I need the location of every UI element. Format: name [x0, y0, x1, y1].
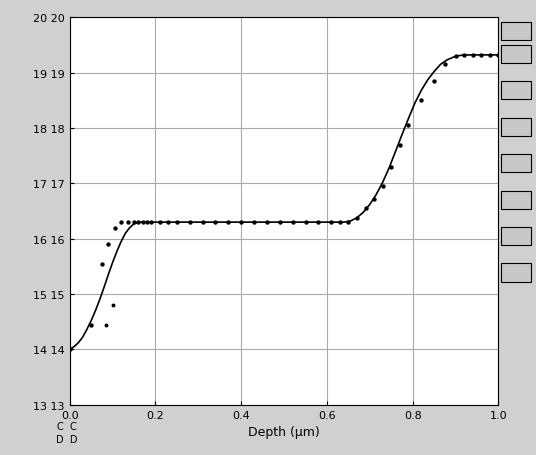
Point [108, 302, 117, 309]
Point [387, 164, 396, 171]
Point [314, 219, 323, 226]
Point [336, 219, 344, 226]
Point [65, 346, 74, 354]
Point [460, 52, 468, 60]
Point [117, 219, 125, 226]
Point [404, 122, 413, 130]
Point [123, 219, 132, 226]
Point [327, 219, 336, 226]
Point [102, 321, 110, 329]
Point [110, 224, 119, 232]
Text: C  C: C C [57, 421, 77, 431]
Point [164, 219, 173, 226]
Point [87, 321, 95, 329]
Point [143, 219, 151, 226]
Point [211, 219, 220, 226]
Point [155, 219, 164, 226]
Point [173, 219, 181, 226]
Text: D  D: D D [56, 435, 78, 445]
Point [98, 260, 106, 268]
Point [430, 78, 438, 86]
Point [301, 219, 310, 226]
Point [494, 52, 503, 60]
Point [104, 241, 113, 248]
Point [224, 219, 233, 226]
Point [477, 52, 486, 60]
Point [147, 219, 155, 226]
Point [353, 215, 361, 222]
X-axis label: Depth (μm): Depth (μm) [248, 425, 320, 438]
Point [486, 52, 494, 60]
Point [250, 219, 258, 226]
Point [237, 219, 245, 226]
Point [378, 183, 387, 190]
Point [451, 53, 460, 61]
Point [288, 219, 297, 226]
Point [396, 142, 404, 149]
Point [185, 219, 194, 226]
Point [138, 219, 147, 226]
Point [441, 61, 449, 69]
Point [417, 97, 426, 105]
Point [134, 219, 143, 226]
Point [276, 219, 284, 226]
Point [370, 196, 378, 203]
Point [263, 219, 271, 226]
Point [344, 219, 353, 226]
Point [468, 52, 477, 60]
Point [198, 219, 207, 226]
Point [130, 219, 138, 226]
Point [361, 205, 370, 212]
